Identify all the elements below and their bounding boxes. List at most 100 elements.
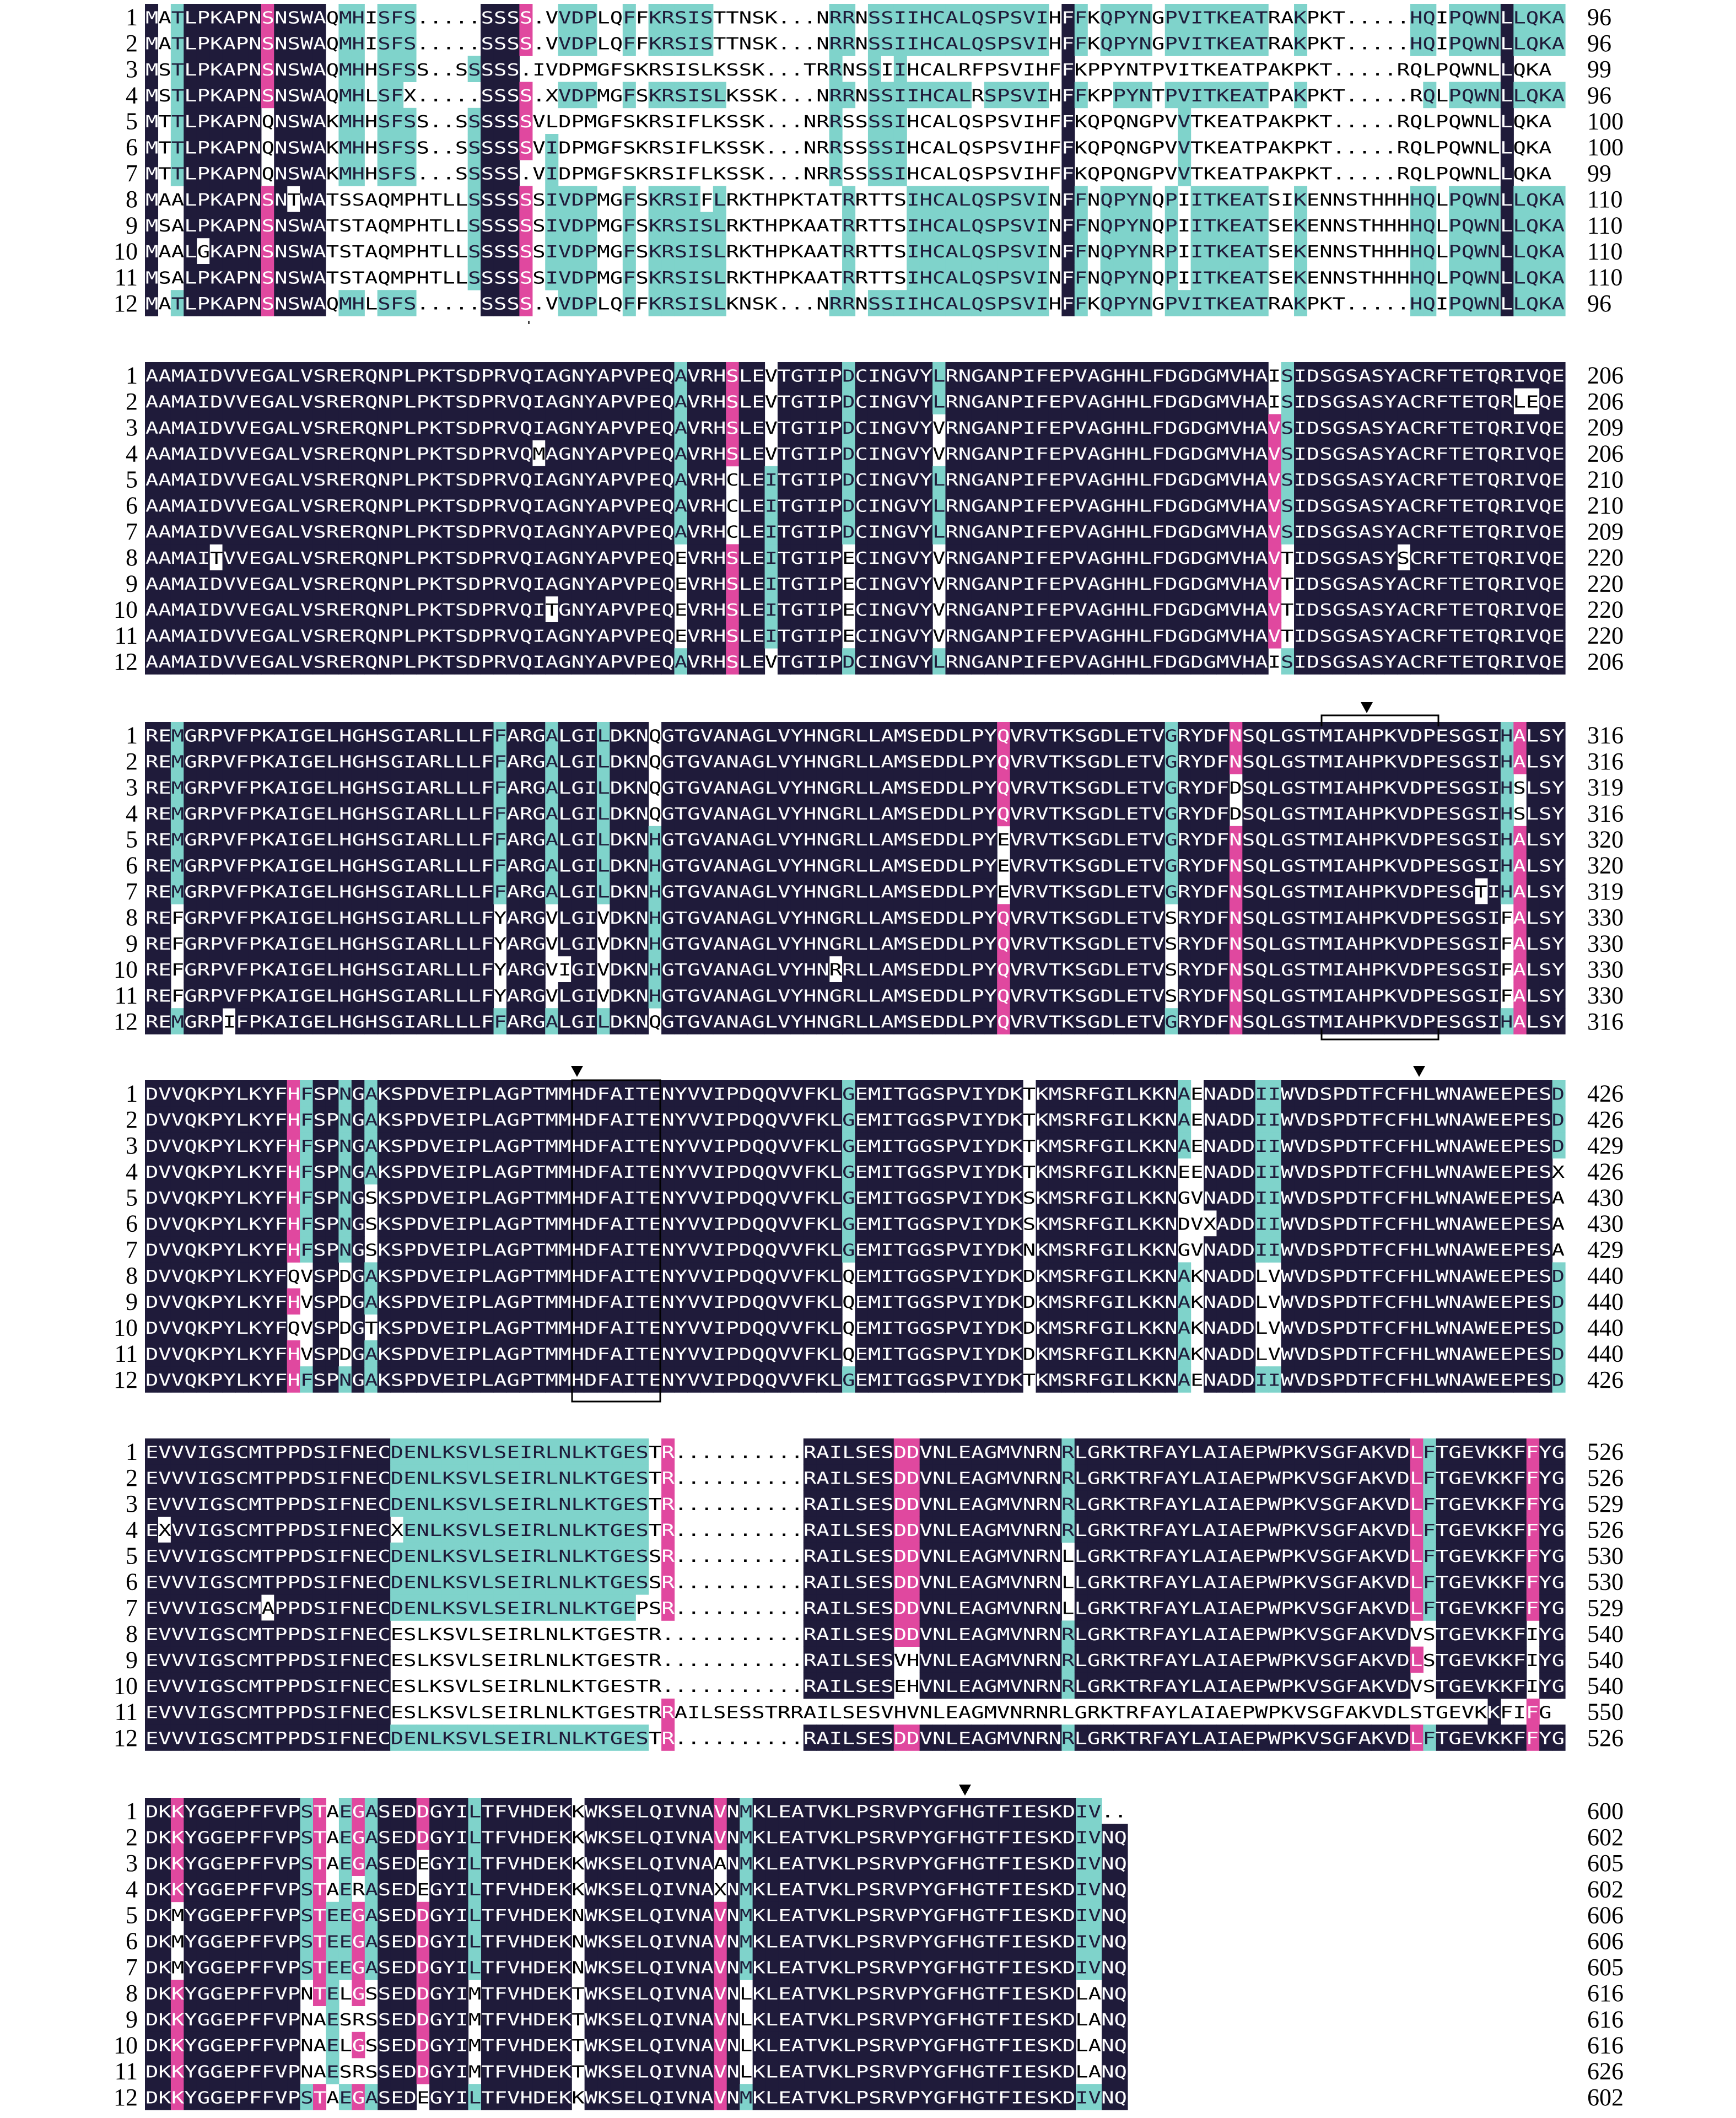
sequence-label: 9 bbox=[126, 1288, 138, 1315]
sequence-label: 6 bbox=[126, 492, 138, 519]
sequence-label: 6 bbox=[126, 134, 138, 161]
sequence-end-position: 429 bbox=[1587, 1236, 1624, 1263]
sequence-end-position: 330 bbox=[1587, 904, 1624, 931]
sequence-label: 12 bbox=[114, 290, 138, 317]
sequence-end-position: 426 bbox=[1587, 1366, 1624, 1393]
sequence-label: 7 bbox=[126, 1236, 138, 1263]
sequence-end-position: 110 bbox=[1587, 264, 1622, 291]
sequence-label: 9 bbox=[126, 212, 138, 239]
sequence-end-position: 110 bbox=[1587, 186, 1622, 213]
sequence-end-position: 320 bbox=[1587, 826, 1624, 853]
sequence-end-position: 220 bbox=[1587, 570, 1624, 597]
sequence-end-position: 206 bbox=[1587, 440, 1624, 467]
sequence-label: 11 bbox=[115, 264, 138, 291]
sequence-label: 9 bbox=[126, 930, 138, 957]
sequence-end-position: 220 bbox=[1587, 622, 1624, 649]
sequence-end-position: 220 bbox=[1587, 544, 1624, 571]
sequence-label: 11 bbox=[115, 622, 138, 649]
sequence-end-position: 209 bbox=[1587, 414, 1624, 441]
residue-cell bbox=[145, 30, 159, 56]
residue-cell bbox=[145, 160, 159, 186]
sequence-label: 12 bbox=[114, 1366, 138, 1393]
sequence-label: 6 bbox=[126, 1210, 138, 1237]
residue-cell bbox=[145, 4, 159, 30]
sequence-label: 4 bbox=[126, 1158, 138, 1185]
residue-cell bbox=[145, 186, 159, 212]
sequence-label: 8 bbox=[126, 186, 138, 213]
sequence-end-position: 426 bbox=[1587, 1106, 1624, 1133]
sequence-label: 1 bbox=[126, 722, 138, 749]
sequence-label: 5 bbox=[126, 108, 138, 135]
sequence-end-position: 426 bbox=[1587, 1080, 1624, 1107]
sequence-end-position: 316 bbox=[1587, 722, 1624, 749]
sequence-label: 2 bbox=[126, 748, 138, 775]
sequence-end-position: 100 bbox=[1587, 108, 1624, 135]
sequence-end-position: 320 bbox=[1587, 852, 1624, 879]
sequence-end-position: 319 bbox=[1587, 774, 1624, 801]
sequence-label: 4 bbox=[126, 440, 138, 467]
sequence-label: 1 bbox=[126, 4, 138, 31]
sequence-label: 3 bbox=[126, 414, 138, 441]
sequence-end-position: 330 bbox=[1587, 982, 1624, 1009]
residue-cell bbox=[145, 107, 159, 134]
sequence-label: 8 bbox=[126, 544, 138, 571]
sequence-end-position: 206 bbox=[1587, 362, 1624, 389]
sequence-label: 11 bbox=[115, 1340, 138, 1367]
sequence-end-position: 440 bbox=[1587, 1262, 1624, 1289]
sequence-label: 3 bbox=[126, 56, 138, 83]
sequence-label: 1 bbox=[126, 362, 138, 389]
sequence-label: 11 bbox=[115, 982, 138, 1009]
sequence-label: 10 bbox=[114, 238, 138, 265]
sequence-label: 2 bbox=[126, 30, 138, 57]
sequence-end-position: 330 bbox=[1587, 956, 1624, 983]
sequence-end-position: 430 bbox=[1587, 1184, 1624, 1211]
sequence-end-position: 330 bbox=[1587, 930, 1624, 957]
sequence-label: 10 bbox=[114, 956, 138, 983]
sequence-end-position: 96 bbox=[1587, 30, 1611, 57]
sequence-label: 3 bbox=[126, 774, 138, 801]
sequence-label: 8 bbox=[126, 1262, 138, 1289]
sequence-label: 7 bbox=[126, 878, 138, 905]
sequence-end-position: 110 bbox=[1587, 238, 1622, 265]
sequence-end-position: 430 bbox=[1587, 1210, 1624, 1237]
sequence-end-position: 426 bbox=[1587, 1158, 1624, 1185]
sequence-label: 7 bbox=[126, 518, 138, 545]
sequence-label: 5 bbox=[126, 826, 138, 853]
sequence-end-position: 209 bbox=[1587, 518, 1624, 545]
sequence-end-position: 440 bbox=[1587, 1288, 1624, 1315]
